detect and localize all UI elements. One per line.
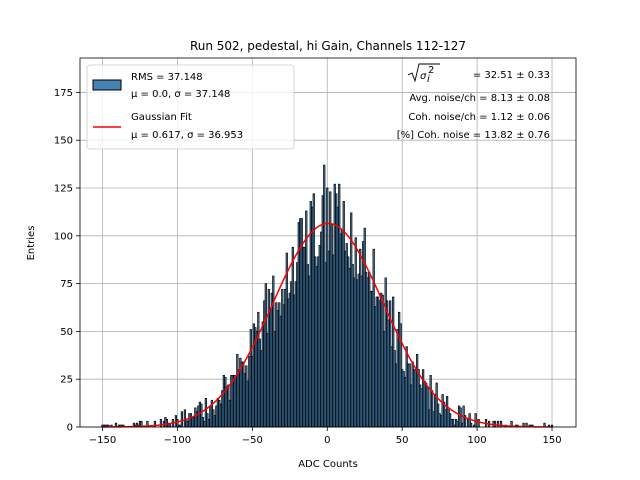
- x-tick-label: 0: [324, 435, 330, 446]
- annotation-coh-noise-percent: [%] Coh. noise = 13.82 ± 0.76: [397, 130, 550, 141]
- legend-fit-label-2: μ = 0.617, σ = 36.953: [131, 130, 243, 141]
- y-tick-label: 125: [54, 184, 73, 195]
- sqrt-symbol: [407, 63, 440, 83]
- sqrt-sigma-sub: i: [427, 74, 430, 85]
- x-tick-label: 100: [468, 435, 487, 446]
- legend: RMS = 37.148 μ = 0.0, σ = 37.148 Gaussia…: [86, 64, 295, 150]
- legend-box: [86, 64, 295, 150]
- histogram-bar: [180, 411, 183, 428]
- fit-line: [102, 222, 553, 428]
- x-axis-label: ADC Counts: [298, 459, 358, 470]
- sqrt-sigma-sup: 2: [428, 65, 434, 76]
- x-tick-label: −50: [242, 435, 263, 446]
- plot-frame: [79, 57, 577, 428]
- y-tick-label: 50: [60, 327, 73, 338]
- legend-histogram-label-1: RMS = 37.148: [131, 72, 203, 83]
- legend-histogram-label-2: μ = 0.0, σ = 37.148: [131, 89, 230, 100]
- y-axis-ticks: 0 25 50 75 100 125 150 175: [54, 88, 80, 434]
- x-tick-label: −150: [89, 435, 116, 446]
- x-axis-ticks: −150 −100 −50 0 50 100 150: [89, 427, 562, 446]
- histogram-bar: [477, 419, 480, 428]
- histogram-bar: [159, 419, 163, 428]
- legend-fit-label-1: Gaussian Fit: [131, 112, 192, 123]
- y-tick-label: 0: [67, 423, 73, 434]
- annotation-sqrt-value: = 32.51 ± 0.33: [473, 70, 550, 81]
- histogram-bar: [496, 420, 500, 428]
- legend-histogram-swatch: [92, 79, 122, 91]
- sqrt-sigma: σ: [420, 71, 427, 82]
- y-tick-label: 175: [54, 88, 73, 99]
- annotation-avg-noise: Avg. noise/ch = 8.13 ± 0.08: [409, 93, 550, 104]
- gaussian-fit-curve: [102, 222, 553, 428]
- x-tick-label: −100: [164, 435, 191, 446]
- y-tick-label: 25: [60, 375, 73, 386]
- chart-title: Run 502, pedestal, hi Gain, Channels 112…: [190, 39, 466, 53]
- noise-annotations: σ i 2 = 32.51 ± 0.33 Avg. noise/ch = 8.1…: [397, 63, 550, 141]
- y-axis-label: Entries: [26, 226, 37, 261]
- y-tick-label: 100: [54, 231, 73, 242]
- y-tick-label: 75: [60, 279, 73, 290]
- x-tick-label: 150: [542, 435, 561, 446]
- x-tick-label: 50: [396, 435, 409, 446]
- annotation-coh-noise: Coh. noise/ch = 1.12 ± 0.06: [408, 112, 550, 123]
- histogram-bar: [470, 422, 473, 428]
- y-tick-label: 150: [54, 136, 73, 147]
